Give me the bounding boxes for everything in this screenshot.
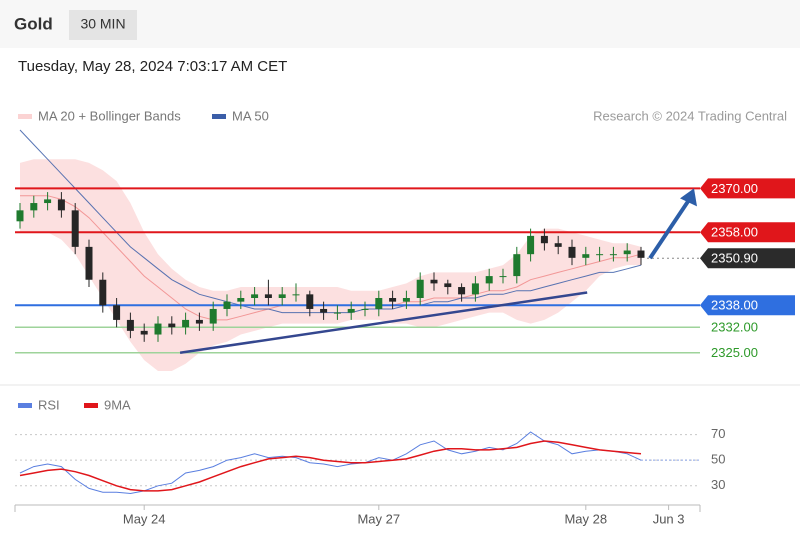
- candle-body: [85, 246, 93, 280]
- candle-body: [444, 283, 452, 288]
- candle-body: [637, 250, 645, 258]
- moving-average-line: [19, 129, 642, 314]
- target-arrowhead: [680, 188, 697, 207]
- y-tick-label: 30: [711, 477, 725, 492]
- rsi-line: [19, 431, 642, 495]
- legend-label: 9MA: [104, 397, 131, 412]
- x-tick-label: Jun 3: [653, 511, 685, 526]
- interval-badge[interactable]: [69, 10, 137, 40]
- instrument-title: Gold: [14, 14, 53, 33]
- candle-body: [99, 279, 107, 306]
- timestamp: Tuesday, May 28, 2024 7:03:17 AM CET: [18, 58, 287, 75]
- candle-body: [209, 308, 217, 324]
- candle-body: [16, 210, 24, 222]
- legend-swatch: [18, 114, 32, 119]
- candle-body: [168, 323, 176, 328]
- candle-body: [402, 298, 410, 302]
- candle-body: [499, 276, 507, 278]
- candle-body: [140, 330, 148, 335]
- candle-body: [71, 210, 79, 247]
- candle-body: [527, 235, 535, 255]
- candle-body: [596, 254, 604, 256]
- x-tick-label: May 27: [357, 511, 400, 526]
- candle-body: [333, 312, 341, 314]
- candle-body: [458, 287, 466, 295]
- trendline: [179, 291, 588, 355]
- candle-body: [237, 298, 245, 302]
- candle-body: [609, 254, 617, 256]
- candle-body: [223, 301, 231, 309]
- candle-body: [195, 319, 203, 324]
- candle-body: [57, 199, 65, 211]
- level-tag: [700, 295, 795, 316]
- last-price-tag: [700, 248, 795, 269]
- candle-body: [430, 279, 438, 284]
- candle-body: [154, 323, 162, 335]
- level-label: 2332.00: [711, 320, 758, 335]
- candle-body: [416, 279, 424, 298]
- candle-body: [582, 254, 590, 258]
- bollinger-band: [20, 159, 641, 371]
- legend-label: MA 50: [232, 108, 269, 123]
- last-price-label: 2350.90: [711, 251, 758, 266]
- target-arrow: [648, 197, 692, 260]
- candle-body: [361, 308, 369, 310]
- interval-label[interactable]: 30 MIN: [80, 16, 125, 32]
- candle-body: [347, 308, 355, 313]
- level-label: 2370.00: [711, 181, 758, 196]
- candle-body: [182, 319, 190, 328]
- candle-body: [113, 305, 121, 320]
- y-tick-label: 70: [711, 426, 725, 441]
- legend-swatch: [84, 403, 98, 408]
- level-tag: [700, 178, 795, 199]
- candle-body: [623, 250, 631, 255]
- level-tag: [700, 222, 795, 243]
- candle-body: [485, 276, 493, 284]
- candle-body: [292, 294, 300, 296]
- candle-body: [264, 294, 272, 298]
- candle-body: [375, 298, 383, 309]
- candle-body: [389, 298, 397, 302]
- candle-body: [126, 319, 134, 331]
- x-tick-label: May 24: [123, 511, 166, 526]
- candle-body: [30, 203, 38, 211]
- legend-swatch: [212, 114, 226, 119]
- candle-body: [278, 294, 286, 298]
- legend-label: MA 20 + Bollinger Bands: [38, 108, 181, 123]
- candle-body: [471, 283, 479, 295]
- candle-body: [320, 308, 328, 313]
- level-label: 2325.00: [711, 345, 758, 360]
- candle-body: [513, 254, 521, 277]
- candle-body: [540, 235, 548, 244]
- legend-swatch: [18, 403, 32, 408]
- rsi-line: [19, 440, 642, 492]
- candle-body: [44, 199, 52, 204]
- candle-body: [251, 294, 259, 298]
- x-tick-label: May 28: [564, 511, 607, 526]
- candle-body: [306, 294, 314, 309]
- credit: Research © 2024 Trading Central: [593, 108, 787, 123]
- level-label: 2338.00: [711, 298, 758, 313]
- legend-label: RSI: [38, 397, 60, 412]
- level-label: 2358.00: [711, 225, 758, 240]
- y-tick-label: 50: [711, 452, 725, 467]
- candle-body: [568, 246, 576, 258]
- candle-body: [554, 243, 562, 247]
